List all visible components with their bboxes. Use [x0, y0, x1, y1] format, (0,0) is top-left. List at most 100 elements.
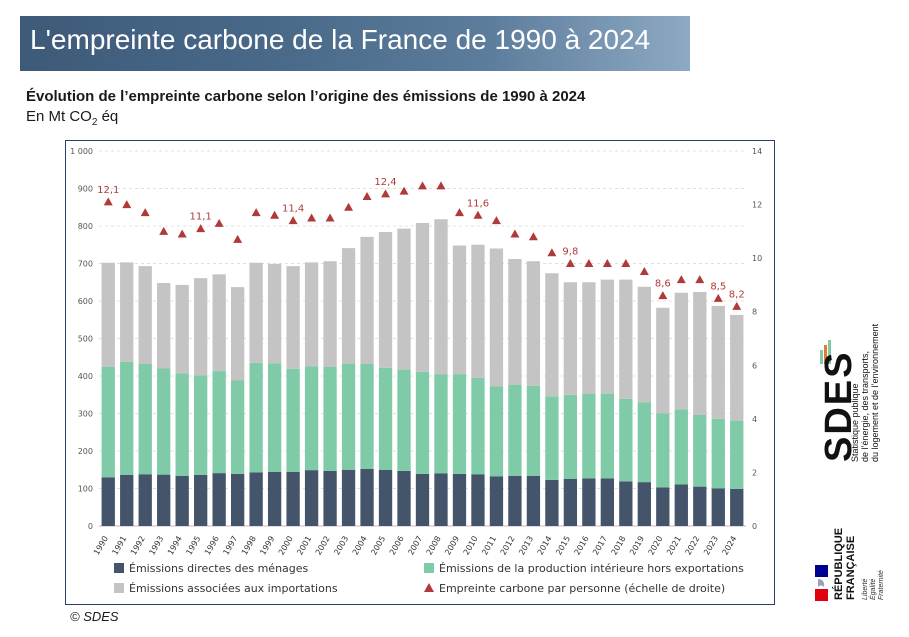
bar-segment — [582, 478, 596, 526]
bar-segment — [194, 278, 208, 376]
x-tick-label: 2008 — [425, 535, 443, 557]
republique-francaise-text: RÉPUBLIQUE FRANÇAISE — [833, 528, 857, 600]
bar-segment — [378, 232, 393, 368]
x-tick-label: 1999 — [258, 535, 276, 557]
bar-segment — [637, 402, 651, 483]
y-left-tick-label: 900 — [78, 185, 93, 194]
bar-segment — [489, 476, 504, 526]
banner-title: L'empreinte carbone de la France de 1990… — [30, 24, 651, 55]
bar-segment — [323, 367, 337, 471]
bar-segment — [693, 292, 707, 415]
per-capita-marker — [325, 213, 335, 222]
legend-swatch — [424, 563, 434, 573]
bar-segment — [563, 478, 578, 526]
bar-segment — [194, 375, 208, 475]
bar-segment — [508, 475, 522, 526]
bar-segment — [397, 369, 411, 471]
per-capita-marker — [399, 186, 409, 195]
rf-motto-line: Fraternité — [878, 570, 885, 600]
bar-segment — [120, 475, 134, 526]
bar-segment — [711, 418, 725, 489]
bar-segment — [323, 470, 337, 526]
sdes-caption-line: Statistique publique — [850, 383, 860, 462]
unit-suffix: éq — [97, 108, 119, 125]
bar-segment — [526, 385, 541, 476]
x-tick-label: 2007 — [406, 535, 424, 557]
x-tick-label: 1995 — [184, 535, 202, 557]
bar-segment — [471, 474, 485, 526]
bar-segment — [415, 473, 430, 526]
per-capita-marker — [473, 210, 483, 219]
x-tick-label: 1998 — [240, 535, 258, 557]
bar-segment — [360, 469, 374, 526]
bar-segment — [674, 292, 688, 410]
bar-segment — [120, 262, 134, 362]
per-capita-marker — [288, 216, 298, 225]
x-tick-label: 2020 — [647, 535, 665, 557]
x-tick-label: 2013 — [517, 535, 535, 557]
credit: © SDES — [70, 609, 119, 624]
sdes-logo-bars-icon — [820, 340, 831, 364]
y-right-tick-label: 8 — [752, 308, 757, 317]
per-capita-data-label: 9,8 — [562, 247, 578, 258]
bar-segment — [286, 266, 300, 369]
x-tick-label: 1990 — [92, 535, 110, 557]
y-left-tick-label: 100 — [78, 485, 93, 494]
x-tick-label: 2014 — [536, 535, 554, 557]
y-right-tick-label: 10 — [752, 254, 762, 263]
per-capita-marker — [307, 213, 317, 222]
bar-segment — [711, 488, 725, 526]
bar-segment — [360, 236, 374, 364]
bar-segment — [267, 263, 282, 364]
bar-segment — [674, 484, 688, 526]
per-capita-data-label: 12,4 — [374, 177, 396, 188]
bar-segment — [175, 373, 189, 476]
x-tick-label: 2024 — [721, 535, 739, 557]
bar-segment — [619, 279, 633, 399]
x-tick-label: 2002 — [314, 535, 332, 557]
sdes-caption-line: de l’énergie, des transports, — [860, 350, 870, 462]
x-tick-label: 2009 — [443, 535, 461, 557]
x-tick-label: 2012 — [499, 535, 517, 557]
bar-segment — [341, 469, 356, 526]
per-capita-marker — [159, 226, 169, 235]
per-capita-marker — [196, 224, 206, 233]
x-tick-label: 2023 — [702, 535, 720, 557]
bar-segment — [508, 259, 522, 385]
per-capita-marker — [140, 208, 150, 217]
per-capita-marker — [214, 218, 224, 227]
bar-segment — [175, 284, 189, 374]
x-tick-label: 2010 — [462, 535, 480, 557]
per-capita-marker — [658, 291, 668, 300]
marianne-flag-icon — [815, 565, 828, 601]
bar-segment — [397, 470, 411, 526]
x-tick-label: 2005 — [369, 535, 387, 557]
x-tick-label: 2019 — [628, 535, 646, 557]
x-tick-label: 1994 — [166, 535, 184, 557]
per-capita-marker — [565, 259, 575, 267]
y-right-tick-label: 14 — [752, 147, 762, 156]
per-capita-marker — [122, 200, 132, 209]
bar-segment — [637, 482, 651, 526]
bar-segment — [138, 266, 152, 364]
y-left-tick-label: 0 — [88, 522, 93, 531]
per-capita-marker — [454, 208, 464, 217]
bar-segment — [545, 479, 559, 526]
bar-segment — [730, 420, 744, 489]
bar-segment — [101, 366, 115, 478]
bar-segment — [230, 473, 245, 526]
y-left-tick-label: 700 — [78, 260, 93, 269]
bar-segment — [600, 279, 615, 394]
bar-segment — [656, 487, 670, 526]
bar-segment — [101, 477, 115, 526]
per-capita-marker — [510, 229, 520, 238]
x-tick-label: 2021 — [665, 535, 683, 557]
y-left-tick-label: 200 — [78, 447, 93, 456]
bar-segment — [157, 283, 171, 369]
x-tick-label: 2003 — [332, 535, 350, 557]
sdes-caption-line: du logement et de l’environnement — [870, 323, 880, 462]
chart-frame: 0 100 200 300 400 500 600 700 800 900 1 000 0 2 4 6 8 10… — [65, 140, 775, 605]
bar-segment — [267, 363, 282, 472]
per-capita-data-label: 11,4 — [282, 204, 304, 215]
x-tick-label: 2006 — [388, 535, 406, 557]
